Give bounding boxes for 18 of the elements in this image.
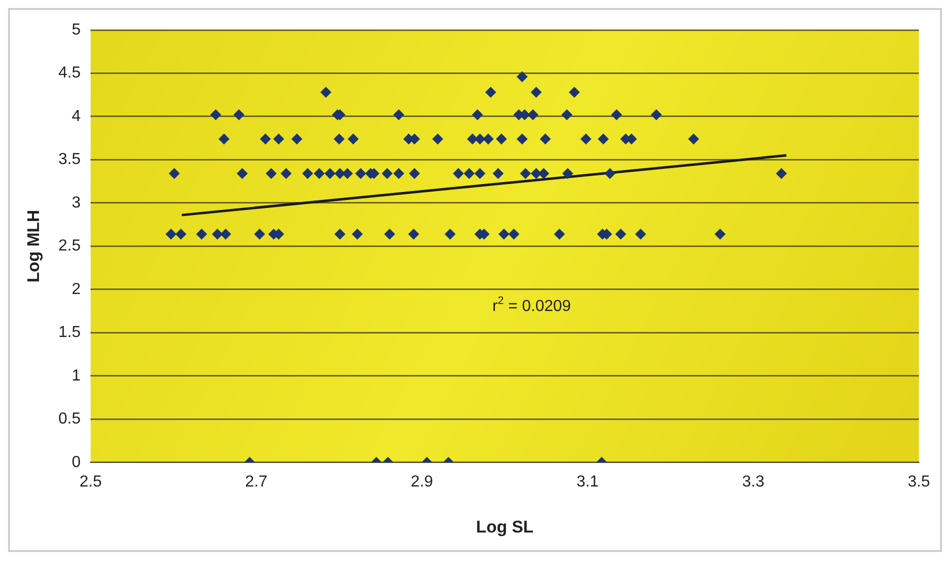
y-tick-label: 3.5 xyxy=(58,151,81,168)
y-tick-label: 1 xyxy=(72,367,81,384)
x-tick-label: 3.5 xyxy=(908,473,930,490)
y-tick-label: 4.5 xyxy=(58,64,81,82)
y-tick-label: 1.5 xyxy=(58,324,81,342)
y-tick-label: 4 xyxy=(72,108,81,125)
y-tick-label: 2.5 xyxy=(58,238,81,255)
x-tick-label: 2.7 xyxy=(245,473,268,490)
x-tick-label: 3.3 xyxy=(742,473,764,490)
x-axis-title: Log SL xyxy=(476,517,534,536)
x-tick-label: 3.1 xyxy=(576,473,599,490)
y-tick-label: 0.5 xyxy=(58,410,81,428)
y-axis-title: Log MLH xyxy=(24,210,43,283)
y-tick-label: 2 xyxy=(72,280,81,298)
y-tick-label: 5 xyxy=(72,21,81,38)
y-tick-label: 3 xyxy=(72,194,81,212)
x-tick-label: 2.9 xyxy=(410,473,434,490)
y-tick-label: 0 xyxy=(72,454,81,471)
